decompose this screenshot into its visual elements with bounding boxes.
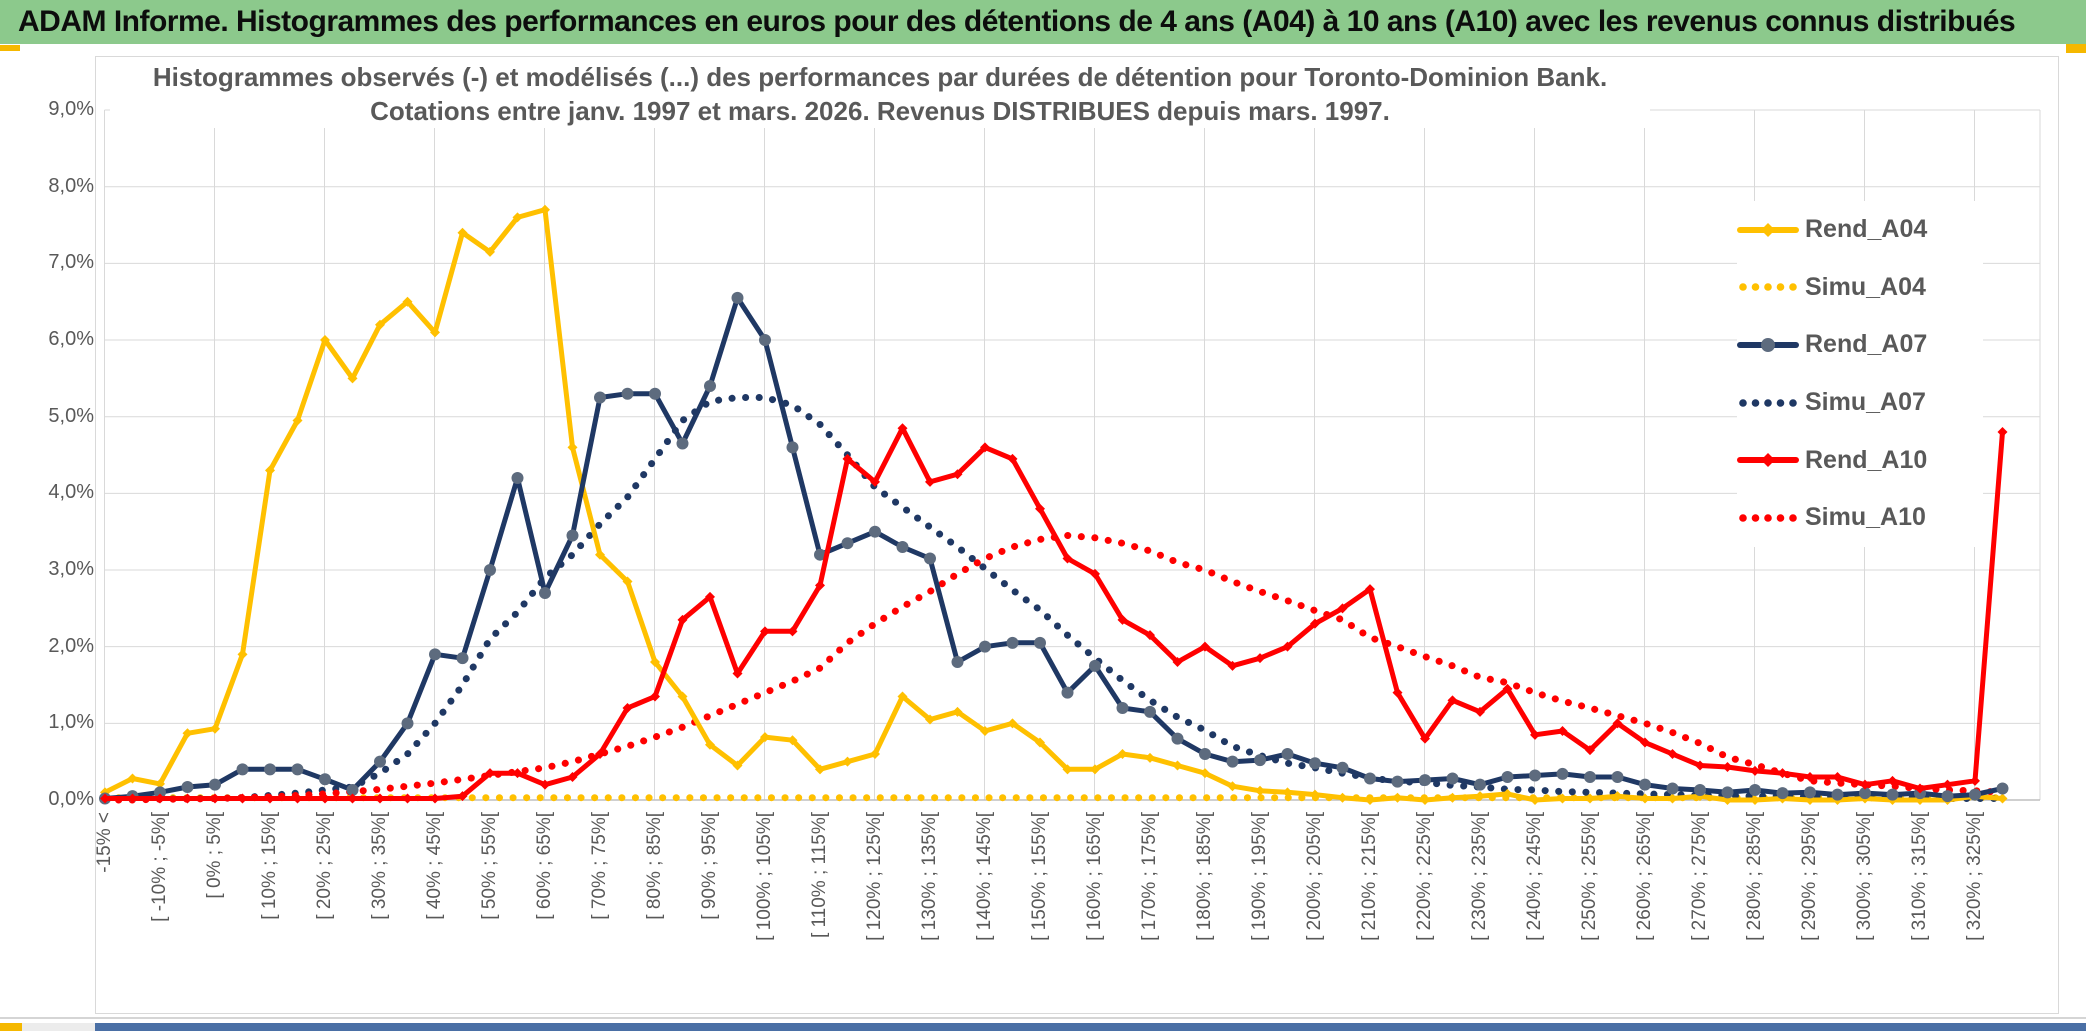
legend-swatch-solid-navy-icon bbox=[1737, 337, 1799, 352]
x-axis-label: [ -10% ; -5%[ bbox=[149, 812, 170, 922]
x-axis-label: [ 100% ; 105%[ bbox=[754, 812, 775, 941]
x-axis-label: [ 60% ; 65%[ bbox=[534, 812, 555, 920]
legend-swatch-dotted-yellow-icon bbox=[1739, 283, 1797, 292]
x-axis-label: [ 180% ; 185%[ bbox=[1194, 812, 1215, 941]
x-axis-label: [ 90% ; 95%[ bbox=[699, 812, 720, 920]
legend-label: Simu_A10 bbox=[1805, 503, 1926, 532]
bottom-blue-strip bbox=[95, 1023, 2086, 1031]
x-axis-label: [ 260% ; 265%[ bbox=[1634, 812, 1655, 941]
x-axis-label: [ 280% ; 285%[ bbox=[1744, 812, 1765, 941]
x-axis-label: [ 150% ; 155%[ bbox=[1029, 812, 1050, 941]
x-axis-label: [ 200% ; 205%[ bbox=[1304, 812, 1325, 941]
x-axis-label: [ 300% ; 305%[ bbox=[1854, 812, 1875, 941]
x-axis-label: [ 50% ; 55%[ bbox=[479, 812, 500, 920]
left-accent-strip bbox=[0, 45, 20, 51]
x-axis-label: [ 140% ; 145%[ bbox=[974, 812, 995, 941]
series-Rend_A07 bbox=[104, 295, 2004, 801]
x-axis-label: [ 130% ; 135%[ bbox=[919, 812, 940, 941]
y-axis-label: 1,0% bbox=[48, 711, 94, 734]
x-axis-label: [ 270% ; 275%[ bbox=[1689, 812, 1710, 941]
chart-legend: Rend_A04 Simu_A04 Rend_A07 Simu_A07 Rend… bbox=[1737, 201, 1983, 547]
legend-item-simu-a10[interactable]: Simu_A10 bbox=[1737, 489, 1983, 547]
legend-item-rend-a04[interactable]: Rend_A04 bbox=[1737, 201, 1983, 259]
series-Rend_A04 bbox=[103, 207, 2003, 803]
x-axis-label: [ 210% ; 215%[ bbox=[1359, 812, 1380, 941]
legend-label: Rend_A10 bbox=[1805, 445, 1928, 474]
legend-item-simu-a04[interactable]: Simu_A04 bbox=[1737, 259, 1983, 317]
series-Simu_A07 bbox=[101, 394, 2006, 804]
y-axis-label: 8,0% bbox=[48, 174, 94, 197]
legend-label: Rend_A04 bbox=[1805, 215, 1928, 244]
legend-swatch-dotted-red-icon bbox=[1739, 513, 1797, 522]
legend-label: Simu_A07 bbox=[1805, 388, 1926, 417]
right-accent-strip bbox=[2066, 44, 2086, 53]
x-axis-label: -15% < bbox=[94, 812, 115, 873]
x-axis-label: [ 160% ; 165%[ bbox=[1084, 812, 1105, 941]
x-axis-label: [ 110% ; 115%[ bbox=[809, 812, 830, 939]
x-axis-label: [ 290% ; 295%[ bbox=[1799, 812, 1820, 941]
legend-label: Rend_A07 bbox=[1805, 330, 1928, 359]
legend-swatch-dotted-navy-icon bbox=[1739, 398, 1797, 407]
y-axis-label: 3,0% bbox=[48, 558, 94, 581]
bottom-divider bbox=[0, 1017, 2086, 1019]
x-axis-label: [ 0% ; 5%[ bbox=[204, 812, 225, 899]
series-Rend_A10 bbox=[105, 425, 2005, 801]
x-axis-label: [ 220% ; 225%[ bbox=[1414, 812, 1435, 941]
y-axis-label: 7,0% bbox=[48, 251, 94, 274]
y-axis-label: 9,0% bbox=[48, 98, 94, 121]
x-axis-label: [ 30% ; 35%[ bbox=[369, 812, 390, 920]
legend-label: Simu_A04 bbox=[1805, 272, 1926, 301]
chart-area[interactable] bbox=[95, 56, 2059, 1014]
x-axis-label: [ 80% ; 85%[ bbox=[644, 812, 665, 920]
x-axis-label: [ 310% ; 315%[ bbox=[1909, 812, 1930, 941]
legend-swatch-solid-red-icon bbox=[1737, 453, 1799, 468]
chart-title: Histogrammes observés (-) et modélisés (… bbox=[110, 60, 1650, 128]
page-title: ADAM Informe. Histogrammes des performan… bbox=[18, 5, 2016, 38]
bottom-bar bbox=[0, 1023, 2086, 1031]
bottom-yellow-strip bbox=[0, 1023, 22, 1031]
x-axis-label: [ 120% ; 125%[ bbox=[864, 812, 885, 941]
legend-swatch-solid-yellow-icon bbox=[1737, 222, 1799, 237]
y-axis-label: 5,0% bbox=[48, 404, 94, 427]
chart-title-line1: Histogrammes observés (-) et modélisés (… bbox=[152, 62, 1608, 92]
y-axis-label: 0,0% bbox=[48, 788, 94, 810]
y-axis-label: 2,0% bbox=[48, 634, 94, 657]
y-axis-label: 6,0% bbox=[48, 328, 94, 351]
legend-item-simu-a07[interactable]: Simu_A07 bbox=[1737, 374, 1983, 432]
app-title-bar: ADAM Informe. Histogrammes des performan… bbox=[0, 0, 2086, 44]
x-axis-label: [ 250% ; 255%[ bbox=[1579, 812, 1600, 941]
x-axis-label: [ 170% ; 175%[ bbox=[1139, 812, 1160, 941]
x-axis-label: [ 190% ; 195%[ bbox=[1249, 812, 1270, 941]
legend-item-rend-a10[interactable]: Rend_A10 bbox=[1737, 431, 1983, 489]
x-axis-label: [ 70% ; 75%[ bbox=[589, 812, 610, 920]
x-axis-label: [ 230% ; 235%[ bbox=[1469, 812, 1490, 941]
x-axis-label: [ 20% ; 25%[ bbox=[314, 812, 335, 920]
x-axis-label: [ 10% ; 15%[ bbox=[259, 812, 280, 920]
legend-item-rend-a07[interactable]: Rend_A07 bbox=[1737, 316, 1983, 374]
y-axis-label: 4,0% bbox=[48, 481, 94, 504]
x-axis-label: [ 40% ; 45%[ bbox=[424, 812, 445, 920]
x-axis-label: [ 320% ; 325%[ bbox=[1964, 812, 1985, 941]
x-axis-label: [ 240% ; 245%[ bbox=[1524, 812, 1545, 941]
chart-title-line2: Cotations entre janv. 1997 et mars. 2026… bbox=[370, 96, 1390, 126]
